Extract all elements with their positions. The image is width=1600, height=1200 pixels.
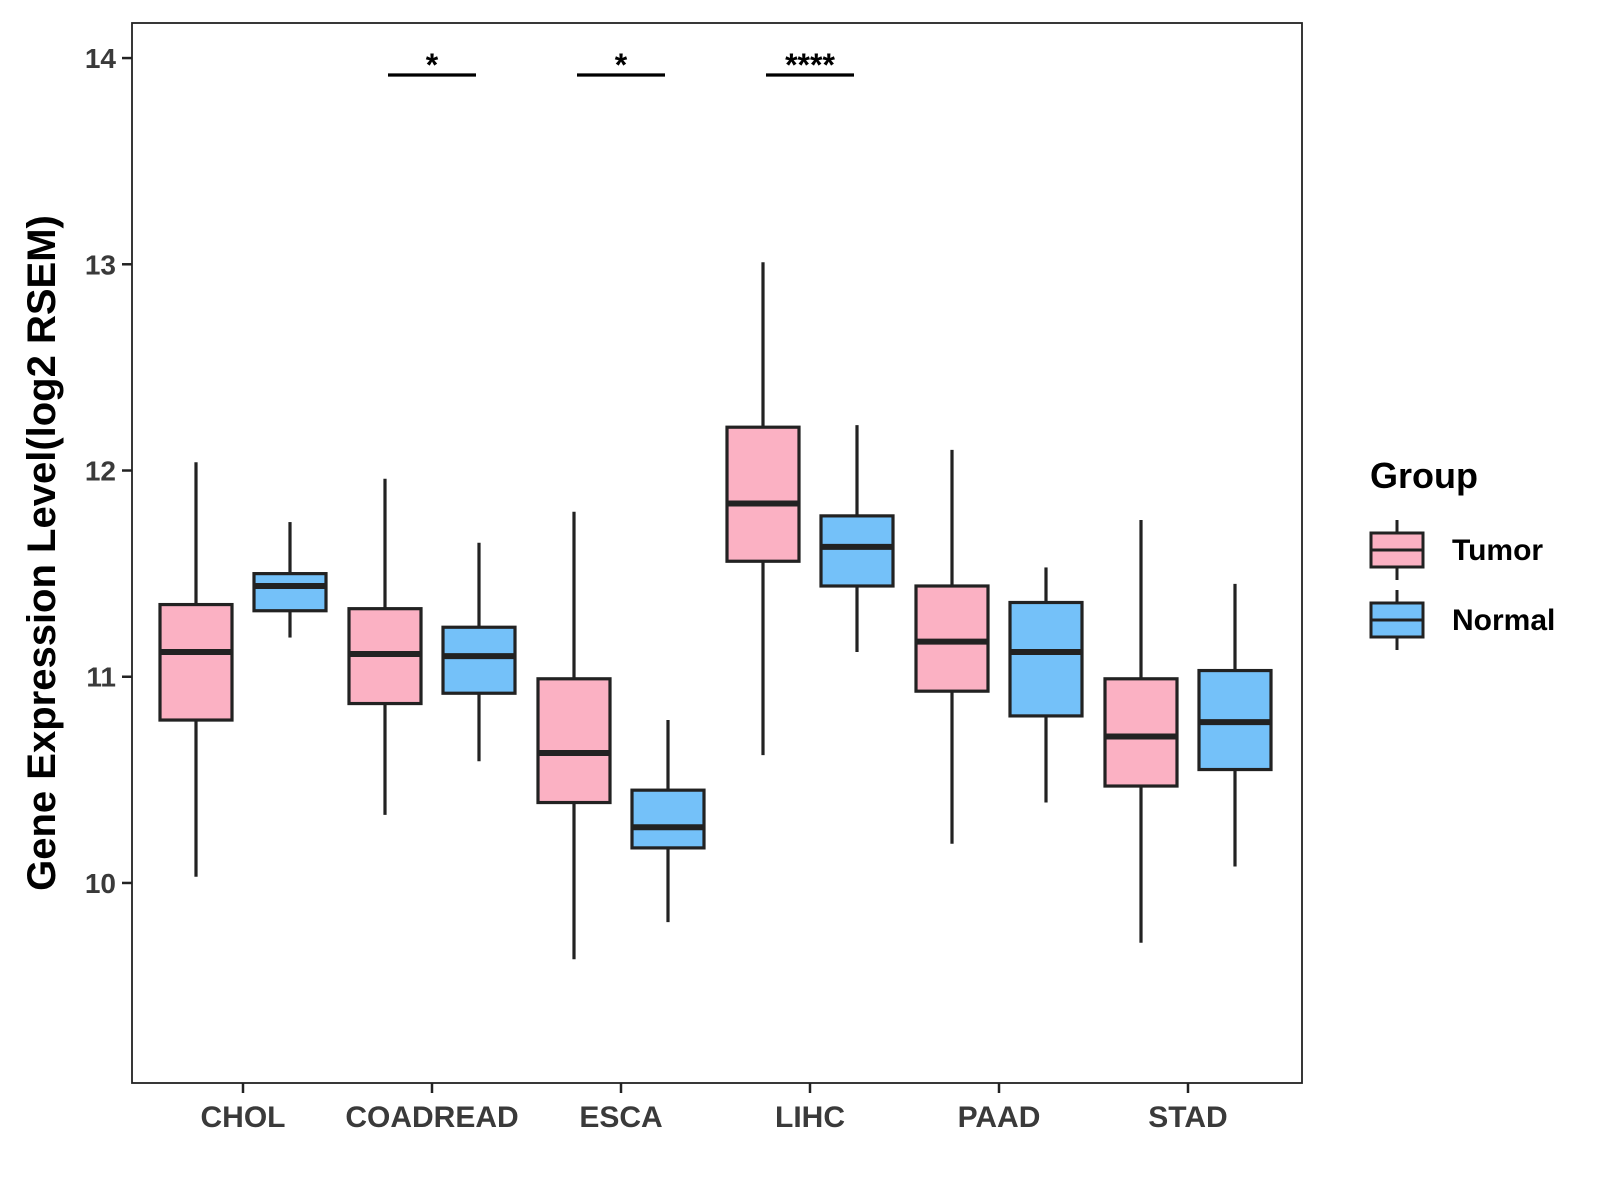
significance-label: * [426, 47, 439, 83]
significance-coadread: * [388, 47, 476, 83]
box-body [725, 425, 801, 563]
significance-lihc: **** [766, 47, 854, 83]
plot-panel-border [131, 22, 1303, 1084]
box-normal-coadread [441, 542, 517, 762]
box-body [630, 788, 706, 850]
x-tick-label: PAAD [958, 1101, 1041, 1134]
y-tick-label: 14 [85, 43, 117, 74]
box-tumor-lihc [725, 262, 801, 756]
y-tick-label: 12 [85, 456, 116, 487]
legend: Tumor Normal [1369, 520, 1555, 650]
x-tick-label: LIHC [775, 1101, 845, 1134]
box-body [1008, 600, 1084, 718]
box-body [252, 572, 328, 613]
x-tick-label: STAD [1148, 1101, 1227, 1134]
box-body [914, 584, 990, 693]
legend-label: Normal [1452, 604, 1555, 637]
legend-title: Group [1370, 455, 1478, 496]
box-tumor-esca [536, 511, 612, 960]
box-body [819, 514, 895, 588]
x-tick-label: COADREAD [345, 1101, 518, 1134]
significance-label: * [615, 47, 628, 83]
box-normal-esca [630, 720, 706, 923]
significance-esca: * [577, 47, 665, 83]
y-tick-label: 11 [86, 662, 116, 693]
x-tick-label: ESCA [579, 1101, 662, 1134]
box-tumor-stad [1103, 520, 1179, 943]
box-normal-paad [1008, 567, 1084, 803]
box-normal-stad [1197, 583, 1273, 867]
box-body [536, 677, 612, 805]
box-normal-chol [252, 522, 328, 638]
box-body [1103, 677, 1179, 788]
box-tumor-paad [914, 449, 990, 844]
series-normal [252, 425, 1273, 923]
y-tick-label: 10 [85, 868, 116, 899]
box-body [158, 602, 234, 722]
box-tumor-chol [158, 462, 234, 877]
legend-label: Tumor [1452, 534, 1543, 567]
y-axis-title: Gene Expression Level(log2 RSEM) [20, 215, 64, 891]
significance-label: **** [785, 47, 835, 83]
x-tick-label: CHOL [201, 1101, 286, 1134]
box-tumor-coadread [347, 478, 423, 815]
box-body [441, 625, 517, 695]
series-tumor [158, 262, 1179, 960]
y-tick-label: 13 [85, 249, 116, 280]
box-normal-lihc [819, 425, 895, 652]
legend-key-tumor: Tumor [1369, 520, 1543, 580]
legend-key-normal: Normal [1369, 590, 1555, 650]
